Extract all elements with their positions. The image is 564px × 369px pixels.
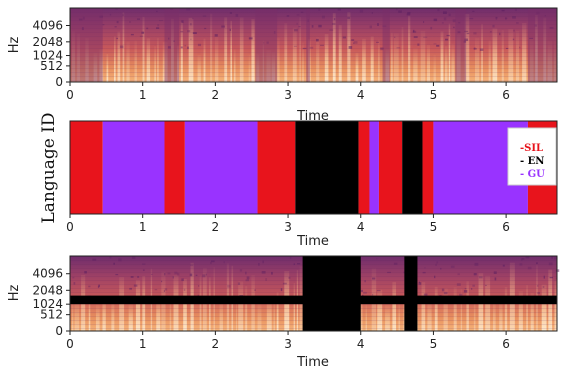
low-energy-region bbox=[306, 8, 310, 82]
y-tick-label: 512 bbox=[40, 308, 63, 322]
spectrogram-frame bbox=[69, 7, 558, 83]
time-mask bbox=[404, 256, 418, 331]
y-tick-label: 1024 bbox=[32, 297, 63, 311]
x-tick-label: 3 bbox=[284, 220, 292, 234]
x-tick-label: 2 bbox=[212, 337, 220, 351]
language-id-frame bbox=[69, 120, 558, 215]
language-id-panel: 0 1 2 3 4 5 6 Language ID Time -SIL - EN - GU bbox=[39, 112, 558, 249]
language-segment-sil bbox=[164, 121, 185, 214]
spectrogram-frame bbox=[69, 255, 558, 332]
x-tick-label: 5 bbox=[430, 337, 438, 351]
x-tick-label: 5 bbox=[430, 88, 438, 102]
x-tick-label: 0 bbox=[66, 337, 74, 351]
x-tick-label: 1 bbox=[139, 337, 147, 351]
legend-box bbox=[507, 127, 557, 186]
x-tick-label: 6 bbox=[502, 337, 510, 351]
x-tick-label: 3 bbox=[284, 88, 292, 102]
x-tick-label: 6 bbox=[502, 220, 510, 234]
language-segment-gu bbox=[102, 121, 165, 214]
legend-entry-sil: -SIL bbox=[520, 143, 543, 154]
x-tick-label: 6 bbox=[502, 88, 510, 102]
language-segment-sil bbox=[422, 121, 434, 214]
x-tick-label: 2 bbox=[212, 88, 220, 102]
y-tick-label: 0 bbox=[55, 324, 63, 338]
low-energy-region bbox=[527, 8, 557, 82]
x-tick-label: 0 bbox=[66, 220, 74, 234]
language-segment-sil bbox=[70, 121, 103, 214]
y-tick-label: 2048 bbox=[32, 35, 63, 49]
x-tick-label: 4 bbox=[357, 88, 365, 102]
low-energy-region bbox=[70, 8, 103, 82]
spectrogram-grain bbox=[70, 8, 557, 82]
x-axis-ticks: 0 1 2 3 4 5 6 bbox=[66, 82, 510, 102]
x-axis-label: Time bbox=[296, 355, 329, 369]
language-segment-gu bbox=[369, 121, 379, 214]
low-energy-region bbox=[382, 8, 390, 82]
legend: -SIL - EN - GU bbox=[507, 127, 557, 186]
y-tick-label: 4096 bbox=[32, 267, 63, 281]
x-tick-label: 4 bbox=[357, 220, 365, 234]
y-axis-label: Hz bbox=[7, 285, 22, 302]
x-axis-ticks: 0 1 2 3 4 5 6 bbox=[66, 214, 510, 234]
legend-entry-en: - EN bbox=[520, 156, 544, 167]
language-segment-sil bbox=[378, 121, 403, 214]
x-axis-label: Time bbox=[296, 234, 329, 249]
texture-speck bbox=[555, 269, 560, 272]
language-segment-sil bbox=[358, 121, 370, 214]
language-segment-sil bbox=[257, 121, 296, 214]
language-segments bbox=[70, 121, 557, 214]
low-energy-regions bbox=[70, 8, 557, 82]
low-energy-region bbox=[455, 8, 467, 82]
y-tick-label: 1024 bbox=[32, 49, 63, 63]
x-tick-label: 1 bbox=[139, 88, 147, 102]
language-segment-gu bbox=[184, 121, 258, 214]
y-axis-label: Hz bbox=[7, 37, 22, 54]
x-tick-label: 0 bbox=[66, 88, 74, 102]
y-tick-label: 2048 bbox=[32, 283, 63, 297]
y-tick-label: 0 bbox=[55, 75, 63, 89]
x-tick-label: 1 bbox=[139, 220, 147, 234]
y-tick-label: 4096 bbox=[32, 18, 63, 32]
x-tick-label: 2 bbox=[212, 220, 220, 234]
language-segment-en bbox=[295, 121, 359, 214]
y-tick-label: 512 bbox=[40, 59, 63, 73]
time-mask bbox=[302, 256, 361, 331]
x-axis-label: Time bbox=[296, 109, 329, 124]
language-segment-en bbox=[402, 121, 423, 214]
x-tick-label: 3 bbox=[284, 337, 292, 351]
x-tick-label: 4 bbox=[357, 337, 365, 351]
legend-entry-gu: - GU bbox=[520, 169, 545, 180]
low-energy-region bbox=[164, 8, 180, 82]
mask-regions bbox=[70, 256, 557, 331]
x-axis-ticks: 0 1 2 3 4 5 6 bbox=[66, 331, 510, 351]
x-tick-label: 5 bbox=[430, 220, 438, 234]
y-axis-label: Language ID bbox=[39, 112, 59, 223]
low-energy-region bbox=[255, 8, 278, 82]
